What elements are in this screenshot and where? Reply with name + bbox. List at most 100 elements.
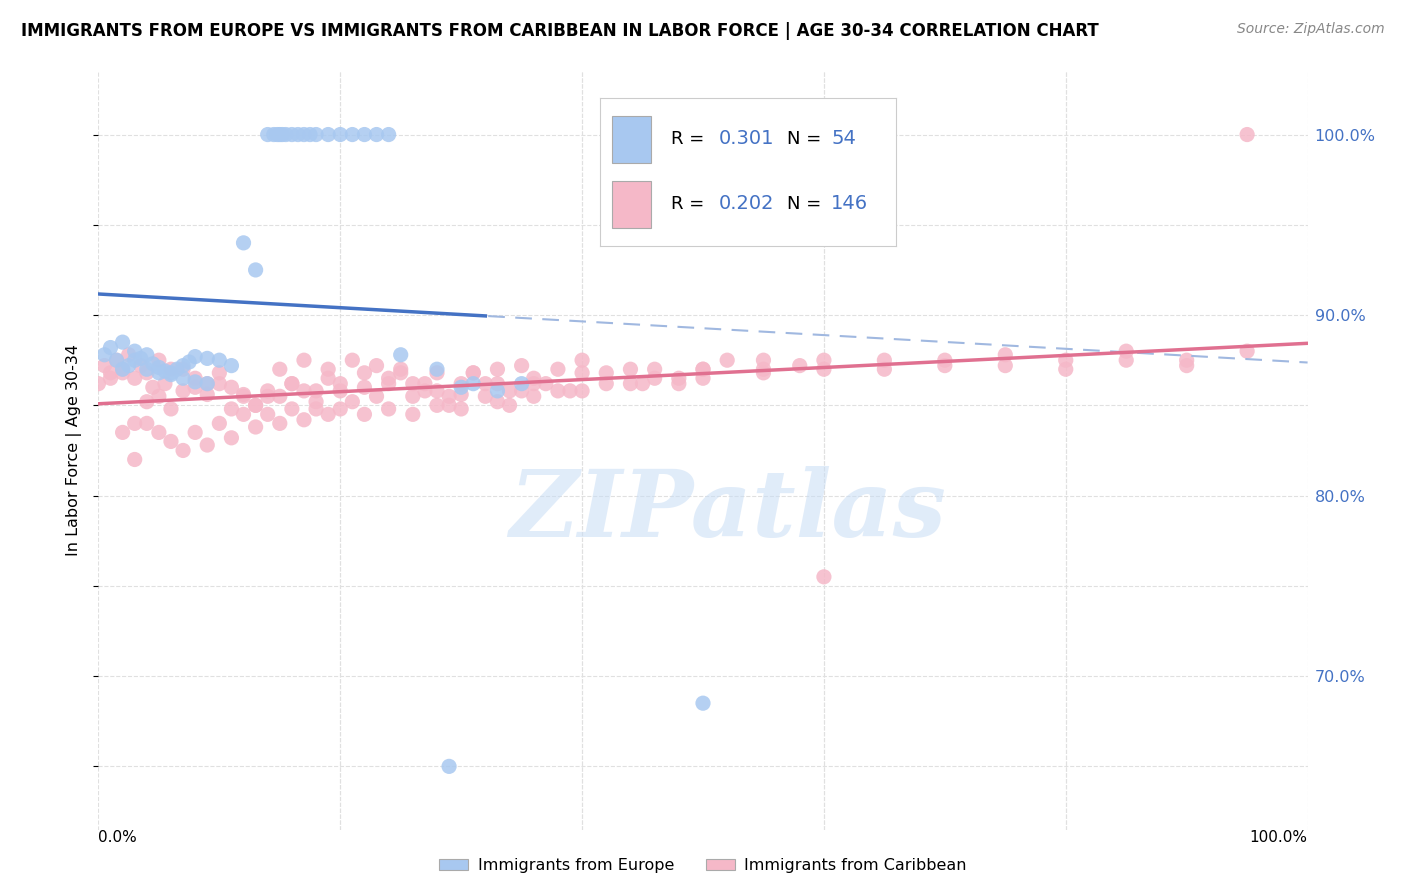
- Point: [100, 371, 122, 385]
- Point: [353, 408, 375, 422]
- Point: [292, 384, 315, 398]
- Point: [184, 375, 207, 389]
- Point: [1115, 344, 1137, 359]
- Point: [160, 434, 183, 449]
- Point: [111, 425, 134, 440]
- Point: [486, 384, 509, 398]
- Point: [342, 353, 364, 368]
- Point: [148, 353, 170, 368]
- Point: [437, 389, 460, 403]
- Point: [87, 376, 110, 391]
- Point: [208, 417, 231, 431]
- Point: [463, 366, 485, 380]
- Point: [474, 389, 496, 403]
- Point: [377, 401, 399, 416]
- Point: [305, 394, 328, 409]
- Point: [245, 420, 267, 434]
- Point: [558, 384, 581, 398]
- Point: [148, 360, 170, 375]
- Point: [498, 384, 520, 398]
- Point: [1175, 353, 1198, 368]
- Point: [160, 401, 183, 416]
- Point: [232, 408, 254, 422]
- Point: [271, 128, 294, 142]
- Point: [160, 362, 183, 376]
- Point: [266, 128, 288, 142]
- Point: [498, 398, 520, 412]
- Point: [510, 359, 533, 373]
- Point: [426, 398, 449, 412]
- Point: [195, 438, 218, 452]
- Point: [256, 128, 278, 142]
- Point: [413, 384, 436, 398]
- Y-axis label: In Labor Force | Age 30-34: In Labor Force | Age 30-34: [66, 344, 83, 557]
- Point: [232, 389, 254, 403]
- Point: [292, 353, 315, 368]
- Point: [195, 351, 218, 366]
- Point: [668, 376, 690, 391]
- Point: [292, 128, 315, 142]
- Point: [366, 128, 388, 142]
- Point: [752, 366, 775, 380]
- Point: [111, 362, 134, 376]
- Point: [486, 394, 509, 409]
- Point: [135, 348, 157, 362]
- Point: [547, 384, 569, 398]
- Point: [100, 366, 122, 380]
- Point: [510, 376, 533, 391]
- Point: [316, 371, 339, 385]
- Point: [105, 353, 128, 368]
- Point: [752, 353, 775, 368]
- Point: [269, 389, 291, 403]
- Point: [510, 384, 533, 398]
- Point: [184, 350, 207, 364]
- Point: [619, 376, 641, 391]
- Point: [873, 362, 896, 376]
- Point: [221, 431, 243, 445]
- Point: [813, 353, 835, 368]
- Point: [1054, 353, 1077, 368]
- Point: [172, 371, 194, 385]
- Point: [353, 366, 375, 380]
- Point: [245, 263, 267, 277]
- Point: [534, 376, 557, 391]
- Point: [142, 380, 165, 394]
- Point: [486, 376, 509, 391]
- Point: [135, 366, 157, 380]
- Point: [232, 235, 254, 250]
- Point: [269, 362, 291, 376]
- Point: [873, 353, 896, 368]
- Point: [305, 128, 328, 142]
- Point: [450, 387, 472, 401]
- Point: [172, 362, 194, 376]
- Point: [934, 359, 956, 373]
- Point: [153, 376, 176, 391]
- Point: [329, 401, 352, 416]
- Point: [523, 371, 546, 385]
- Point: [281, 128, 304, 142]
- Point: [135, 417, 157, 431]
- Point: [437, 398, 460, 412]
- Point: [389, 362, 412, 376]
- Point: [813, 570, 835, 584]
- Point: [124, 353, 146, 368]
- Point: [474, 376, 496, 391]
- Point: [111, 362, 134, 376]
- Point: [245, 398, 267, 412]
- Point: [523, 389, 546, 403]
- Point: [1236, 128, 1258, 142]
- Point: [402, 376, 425, 391]
- Point: [1175, 359, 1198, 373]
- Point: [221, 380, 243, 394]
- Point: [389, 366, 412, 380]
- Point: [195, 376, 218, 391]
- Point: [135, 394, 157, 409]
- Point: [269, 128, 291, 142]
- Point: [172, 359, 194, 373]
- Point: [450, 401, 472, 416]
- Point: [179, 355, 201, 369]
- Text: 0.0%: 0.0%: [98, 830, 138, 845]
- Point: [105, 353, 128, 368]
- Point: [305, 401, 328, 416]
- Text: ZIPatlas: ZIPatlas: [509, 467, 946, 556]
